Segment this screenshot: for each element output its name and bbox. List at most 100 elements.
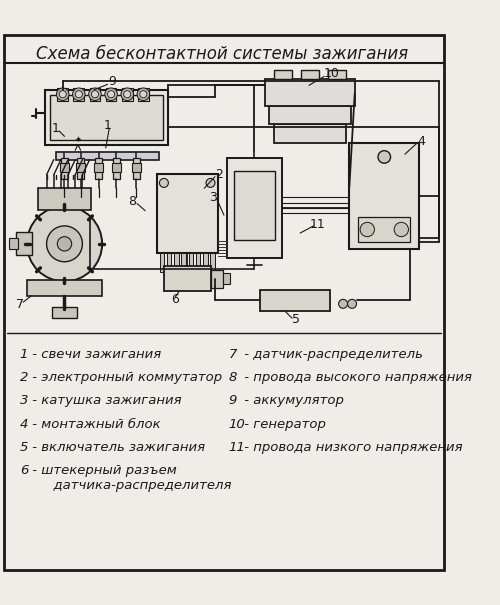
Bar — [38, 188, 92, 210]
Bar — [61, 158, 68, 179]
Text: - монтажный блок: - монтажный блок — [28, 417, 160, 431]
Circle shape — [72, 88, 85, 100]
Bar — [45, 90, 168, 145]
Bar — [164, 266, 210, 291]
Bar — [274, 70, 292, 79]
Text: 4: 4 — [417, 135, 425, 148]
Bar — [56, 152, 158, 160]
Text: 9: 9 — [108, 75, 116, 88]
Bar — [160, 253, 164, 272]
Bar — [328, 70, 346, 79]
Bar — [132, 158, 140, 179]
Circle shape — [124, 91, 131, 98]
Circle shape — [27, 206, 102, 281]
Bar — [174, 253, 178, 272]
Circle shape — [92, 91, 98, 98]
Text: 9: 9 — [228, 394, 237, 407]
Bar — [112, 163, 121, 172]
Circle shape — [137, 88, 149, 100]
Text: - провода низкого напряжения: - провода низкого напряжения — [240, 441, 462, 454]
Bar — [94, 163, 103, 172]
Bar — [234, 171, 275, 240]
Bar — [210, 270, 223, 288]
Text: - свечи зажигания: - свечи зажигания — [28, 348, 161, 361]
Text: 1: 1 — [20, 348, 28, 361]
Bar — [196, 253, 200, 272]
Bar — [27, 280, 102, 296]
Text: - включатель зажигания: - включатель зажигания — [28, 441, 205, 454]
Bar — [182, 253, 186, 272]
Text: 8: 8 — [128, 195, 136, 208]
Circle shape — [160, 178, 168, 188]
Circle shape — [88, 88, 101, 100]
Text: - датчик-распределитель: - датчик-распределитель — [240, 348, 423, 361]
Bar — [113, 158, 120, 179]
Bar — [60, 163, 69, 172]
Bar — [203, 253, 207, 272]
Bar — [226, 158, 282, 258]
Circle shape — [378, 151, 390, 163]
Bar — [223, 273, 230, 284]
Bar — [122, 88, 132, 100]
Text: - провода высокого напряжения: - провода высокого напряжения — [240, 371, 472, 384]
Text: 7: 7 — [16, 298, 24, 311]
Bar — [301, 70, 319, 79]
Bar — [90, 88, 101, 100]
Bar — [16, 232, 32, 255]
Circle shape — [206, 178, 215, 188]
Circle shape — [75, 91, 82, 98]
Bar — [95, 158, 102, 179]
Circle shape — [140, 91, 147, 98]
Text: 4: 4 — [20, 417, 28, 431]
Bar — [74, 88, 84, 100]
Circle shape — [59, 91, 66, 98]
Ellipse shape — [324, 290, 336, 311]
Text: 6: 6 — [170, 293, 178, 306]
Text: 2: 2 — [20, 371, 28, 384]
Bar — [52, 307, 77, 318]
Text: 11: 11 — [228, 441, 245, 454]
Text: Схема бесконтактной системы зажигания: Схема бесконтактной системы зажигания — [36, 45, 408, 63]
Text: - аккумулятор: - аккумулятор — [240, 394, 344, 407]
Bar — [50, 95, 163, 140]
Bar — [167, 253, 172, 272]
Text: 5: 5 — [292, 313, 300, 327]
Text: 8: 8 — [228, 371, 237, 384]
Bar — [132, 163, 140, 172]
Circle shape — [394, 222, 408, 237]
Text: 5: 5 — [20, 441, 28, 454]
Text: 11: 11 — [310, 218, 326, 231]
Text: - электронный коммутатор: - электронный коммутатор — [28, 371, 222, 384]
Bar — [138, 88, 148, 100]
Circle shape — [348, 299, 356, 309]
Bar — [210, 253, 215, 272]
Text: 7: 7 — [228, 348, 237, 361]
Text: 2: 2 — [216, 168, 224, 182]
Circle shape — [338, 299, 347, 309]
Circle shape — [121, 88, 134, 100]
Circle shape — [360, 222, 374, 237]
Circle shape — [105, 88, 118, 100]
Text: 1: 1 — [52, 122, 60, 135]
Text: 10: 10 — [228, 417, 245, 431]
Text: ✦: ✦ — [74, 134, 82, 143]
Text: 10: 10 — [324, 67, 340, 80]
Bar — [9, 238, 18, 249]
Text: 1: 1 — [104, 119, 112, 132]
Text: - катушка зажигания: - катушка зажигания — [28, 394, 182, 407]
Circle shape — [58, 237, 71, 251]
Bar — [265, 79, 354, 106]
Circle shape — [56, 88, 69, 100]
Bar — [260, 290, 330, 311]
Text: - штекерный разъем
      датчика-распределителя: - штекерный разъем датчика-распределител… — [28, 464, 232, 492]
Bar — [157, 174, 218, 253]
Bar — [76, 163, 85, 172]
Bar — [274, 124, 346, 143]
Bar — [106, 88, 117, 100]
Text: 3: 3 — [210, 191, 217, 204]
Text: 6: 6 — [20, 464, 28, 477]
Circle shape — [108, 91, 114, 98]
Bar — [77, 158, 84, 179]
Bar — [358, 217, 410, 242]
Bar — [268, 106, 351, 124]
